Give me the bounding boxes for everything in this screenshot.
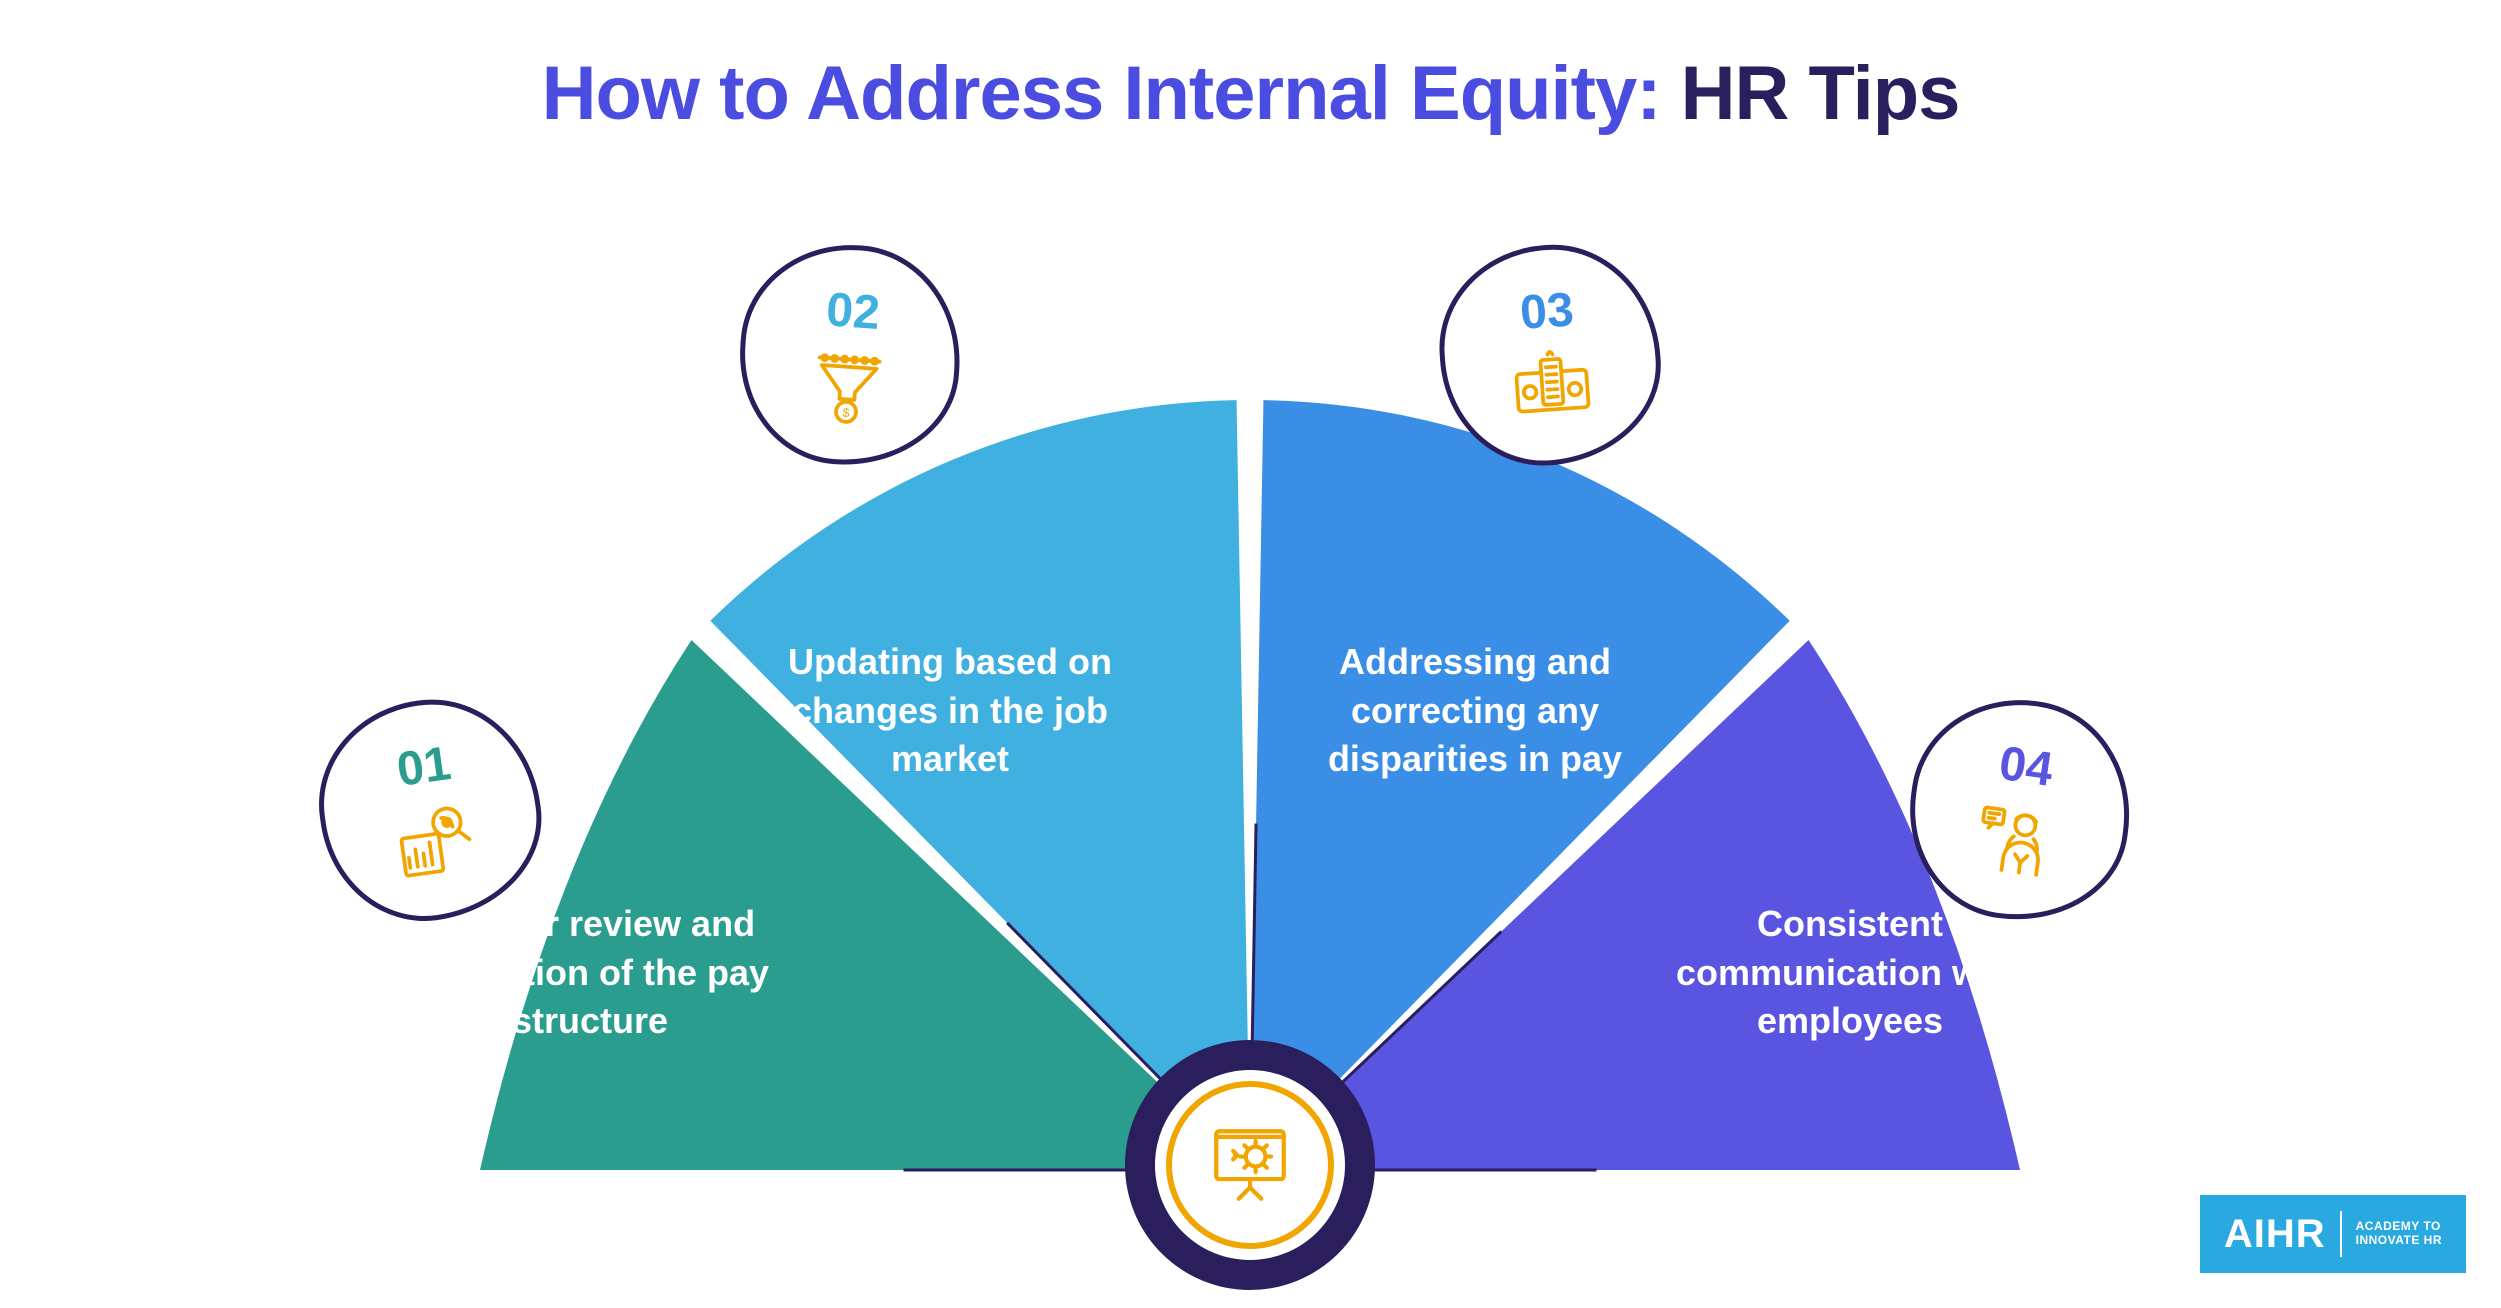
center-ring-inner — [1155, 1070, 1345, 1260]
page-title: How to Address Internal Equity: HR Tips — [0, 50, 2501, 137]
presentation-gear-icon — [1200, 1120, 1300, 1210]
logo-sub-text: ACADEMY TO INNOVATE HR — [2356, 1220, 2442, 1248]
title-part1: How to Address Internal Equity: — [542, 51, 1681, 136]
svg-text:$: $ — [842, 405, 850, 419]
segment-3-number: 03 — [1518, 282, 1575, 341]
calculate-money-icon — [1505, 343, 1600, 429]
infographic-canvas: How to Address Internal Equity: HR Tips … — [0, 0, 2501, 1308]
segment-1-text: Regular review and evaluation of the pay… — [380, 900, 800, 1046]
segment-2-number: 02 — [825, 282, 882, 341]
employee-speak-icon — [1965, 795, 2065, 887]
segment-2-text: Updating based on changes in the job mar… — [750, 638, 1150, 784]
segment-4-text: Consistent communication with employees — [1640, 900, 2060, 1046]
brand-logo: AIHR ACADEMY TO INNOVATE HR — [2200, 1195, 2466, 1273]
title-part2: HR Tips — [1681, 51, 1960, 136]
center-ring-accent — [1166, 1081, 1334, 1249]
segment-3-text: Addressing and correcting any disparitie… — [1290, 638, 1660, 784]
logo-divider — [2340, 1211, 2342, 1257]
center-badge — [1125, 1040, 1375, 1290]
segment-1-number: 01 — [394, 735, 455, 797]
logo-main-text: AIHR — [2224, 1212, 2326, 1257]
funnel-money-icon: $ — [800, 343, 895, 429]
segment-4-number: 04 — [1996, 735, 2057, 797]
magnify-chart-icon — [384, 795, 484, 887]
